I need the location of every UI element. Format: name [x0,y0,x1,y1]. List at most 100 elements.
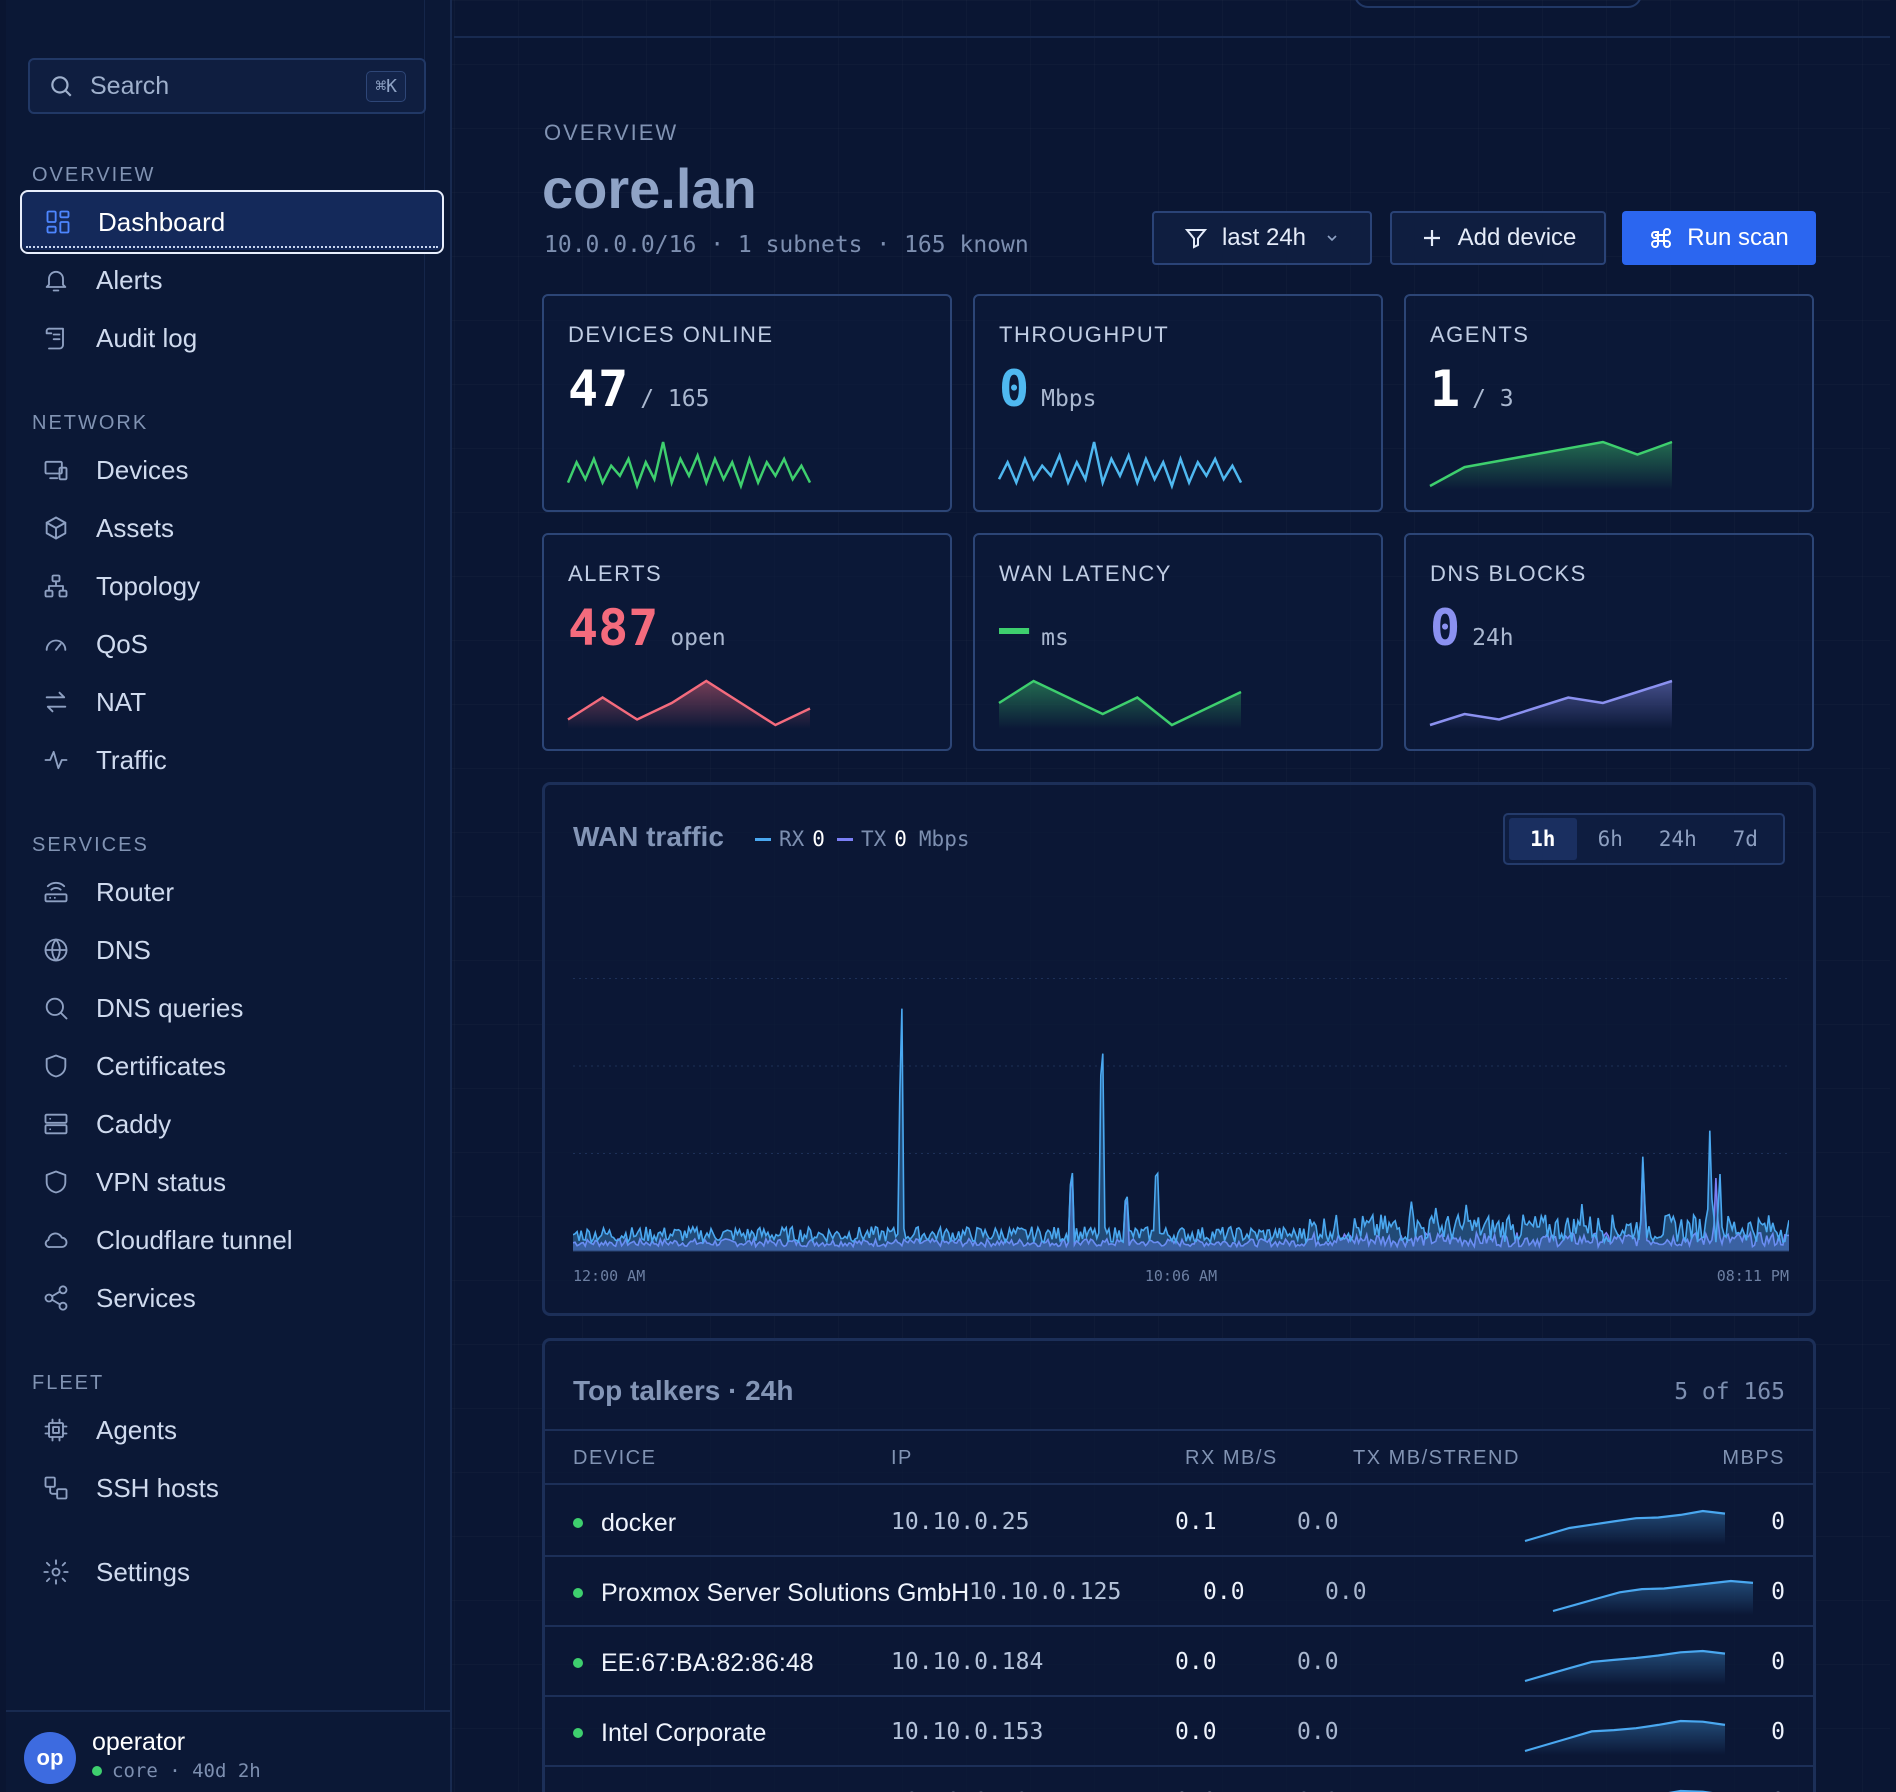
stat-value-group: 0 24h [1430,599,1514,657]
sidebar-item-label: DNS [96,934,151,965]
col-mbps[interactable]: MBPS [1722,1447,1785,1469]
sidebar-item-nat[interactable]: NAT [20,670,444,734]
table-row[interactable]: Intel Corporate 10.10.0.153 0.0 0.0 0 [545,1697,1813,1767]
user-uptime: 40d 2h [192,1760,261,1782]
sidebar-item-label: Certificates [96,1050,227,1081]
stat-label: DNS BLOCKS [1430,561,1587,586]
app-window: Search ⌘K OVERVIEW Dashboard Alerts Audit l… [6,0,1890,1792]
run-scan-label: Run scan [1687,224,1789,251]
stat-unit: Mbps [1041,386,1097,412]
add-device-button[interactable]: Add device [1390,211,1606,265]
activity-icon [44,750,68,770]
top-talkers-count: 5 of 165 [1674,1379,1785,1405]
trend-sparkline [1524,1649,1726,1685]
sidebar-item-qos[interactable]: QoS [20,612,444,676]
user-panel[interactable]: op operator core · 40d 2h [6,1710,452,1792]
range-option-1h[interactable]: 1h [1509,818,1577,860]
top-bar [454,0,1890,38]
sidebar-item-router[interactable]: Router [20,860,444,924]
wan-traffic-title: WAN traffic [573,821,724,852]
sidebar-item-ssh-hosts[interactable]: SSH hosts [20,1456,444,1520]
rx-rate: 0.1 [1175,1509,1217,1535]
sidebar-item-vpn-status[interactable]: VPN status [20,1150,444,1214]
sidebar-item-label: QoS [96,628,149,659]
col-device[interactable]: DEVICE [573,1447,657,1469]
range-option-24h[interactable]: 24h [1658,827,1697,851]
sidebar-item-services[interactable]: Services [20,1266,444,1330]
stat-card-devices-online[interactable]: DEVICES ONLINE 47 / 165 [542,294,952,512]
stat-card-alerts[interactable]: ALERTS 487 open [542,533,952,751]
sidebar-item-dns-queries[interactable]: DNS queries [20,976,444,1040]
table-row[interactable]: Proxmox Server Solutions GmbH 10.10.0.125… [545,1557,1813,1627]
col-tx-trend[interactable]: TX MB/STREND [1353,1447,1520,1470]
sidebar-item-dashboard[interactable]: Dashboard [20,190,444,254]
legend-unit: Mbps [918,827,970,851]
sidebar-item-devices[interactable]: Devices [20,438,444,502]
avatar[interactable]: op [24,1732,76,1784]
col-rx[interactable]: RX MB/S [1185,1447,1278,1469]
rx-legend-value: 0 [812,827,825,851]
sidebar-item-topology[interactable]: Topology [20,554,444,618]
sidebar-item-label: NAT [96,686,147,717]
stat-value: 487 [568,599,659,657]
user-meta: core · 40d 2h [92,1760,261,1782]
stat-card-throughput[interactable]: THROUGHPUT 0 Mbps [973,294,1383,512]
sidebar-item-settings[interactable]: Settings [20,1540,444,1604]
series-area-tx [573,1162,1789,1251]
sidebar-item-audit-log[interactable]: Audit log [20,306,444,370]
device-ip: 10.10.0.12 [891,1789,1029,1792]
sparkline [567,679,811,729]
table-row[interactable]: docker 10.10.0.25 0.1 0.0 0 [545,1487,1813,1557]
sparkline-line [1429,679,1673,727]
range-option-6h[interactable]: 6h [1597,827,1623,851]
sidebar-item-certificates[interactable]: Certificates [20,1034,444,1098]
series-line-rx[interactable] [573,1008,1789,1246]
sidebar-item-label: Dashboard [98,206,226,237]
run-scan-button[interactable]: Run scan [1622,211,1816,265]
sidebar-item-dns[interactable]: DNS [20,918,444,982]
top-bar-pill[interactable] [1354,0,1642,8]
gear-icon [43,1559,69,1585]
sidebar-item-label: Alerts [96,264,163,295]
stat-unit: ms [1041,625,1069,651]
rx-rate: 0.0 [1203,1579,1245,1605]
tx-legend-label: TX [860,827,887,851]
scroll-icon [45,327,64,350]
sidebar-item-label: Caddy [96,1108,172,1139]
online-status-icon [92,1766,102,1776]
sidebar-item-label: Audit log [96,322,198,353]
stat-card-agents[interactable]: AGENTS 1 / 3 [1404,294,1814,512]
time-range-dropdown[interactable]: last 24h [1152,211,1372,265]
table-row[interactable]: 1C:BF:CE:F0:3E:8B 10.10.0.12 0.0 0.0 0 [545,1767,1813,1792]
stat-value: — [999,599,1030,657]
stat-card-dns-blocks[interactable]: DNS BLOCKS 0 24h [1404,533,1814,751]
sidebar-item-assets[interactable]: Assets [20,496,444,560]
sidebar-item-label: SSH hosts [96,1472,219,1503]
series-line-tx[interactable] [573,1161,1789,1250]
sidebar-item-caddy[interactable]: Caddy [20,1092,444,1156]
range-option-7d[interactable]: 7d [1732,827,1758,851]
stat-label: WAN LATENCY [999,561,1172,586]
trend-sparkline [1668,1789,1713,1792]
sidebar-item-agents[interactable]: Agents [20,1398,444,1462]
table-row[interactable]: EE:67:BA:82:86:48 10.10.0.184 0.0 0.0 0 [545,1627,1813,1697]
stat-card-wan-latency[interactable]: WAN LATENCY — ms [973,533,1383,751]
stat-value: 0 [999,360,1030,418]
cloud-icon [44,1232,68,1249]
x-tick-label: 12:00 AM [573,1267,646,1285]
top-talkers-title: Top talkers · 24h [573,1375,794,1406]
sidebar-item-cloudflare-tunnel[interactable]: Cloudflare tunnel [20,1208,444,1272]
search-input[interactable]: Search ⌘K [28,58,426,114]
sidebar-item-alerts[interactable]: Alerts [20,248,444,312]
mbps-value: 0 [1771,1649,1785,1675]
sidebar-item-traffic[interactable]: Traffic [20,728,444,792]
mbps-value: 0 [1771,1579,1785,1605]
rx-rate: 0.0 [1175,1789,1217,1792]
sparkline-area [568,681,810,729]
col-ip[interactable]: IP [891,1447,913,1469]
devices-icon [44,460,68,481]
sidebar-item-label: Services [96,1282,196,1313]
sidebar-item-label: Traffic [96,744,167,775]
stat-label: THROUGHPUT [999,322,1170,347]
wan-traffic-chart [573,978,1789,1252]
